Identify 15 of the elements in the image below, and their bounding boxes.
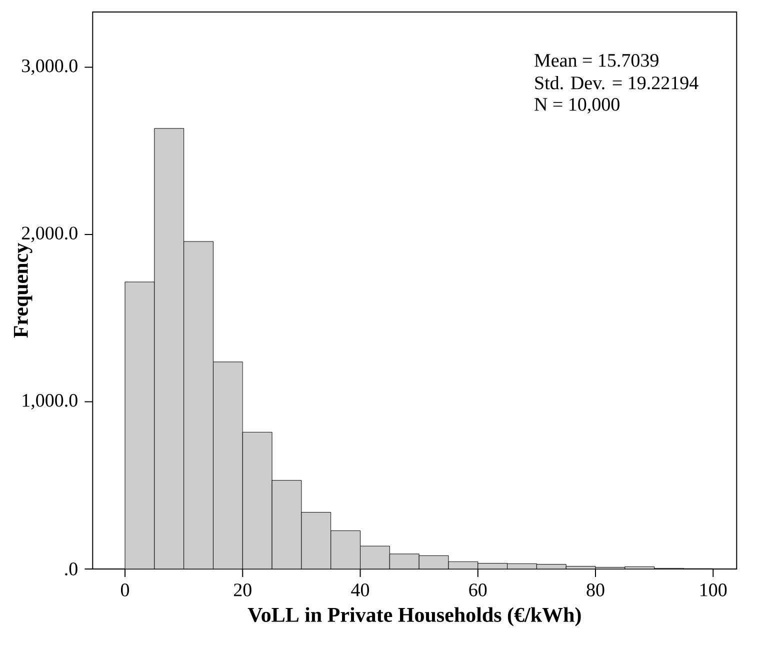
x-tick-label: 0 <box>120 584 130 596</box>
annotation: Mean = 15.7039 <box>534 54 658 67</box>
x-tick-label: 20 <box>234 584 252 596</box>
x-tick-label: 80 <box>586 584 604 596</box>
annotation: Std. Dev. = 19.22194 <box>535 76 698 90</box>
y-tick-label: 2,000.0 <box>22 226 78 242</box>
x-tick-label: 40 <box>351 584 370 596</box>
y-tick-label: .0 <box>65 562 78 576</box>
x-axis-title: VoLL in Private Households (€/kWh) <box>248 607 581 626</box>
x-tick-label: 100 <box>700 584 727 596</box>
annotation: N = 10,000 <box>534 98 620 114</box>
y-tick-label: 3,000.0 <box>22 59 78 75</box>
y-tick-label: 1,000.0 <box>22 394 78 410</box>
x-tick-label: 60 <box>469 584 487 596</box>
y-axis-title: Frequency <box>14 243 32 338</box>
